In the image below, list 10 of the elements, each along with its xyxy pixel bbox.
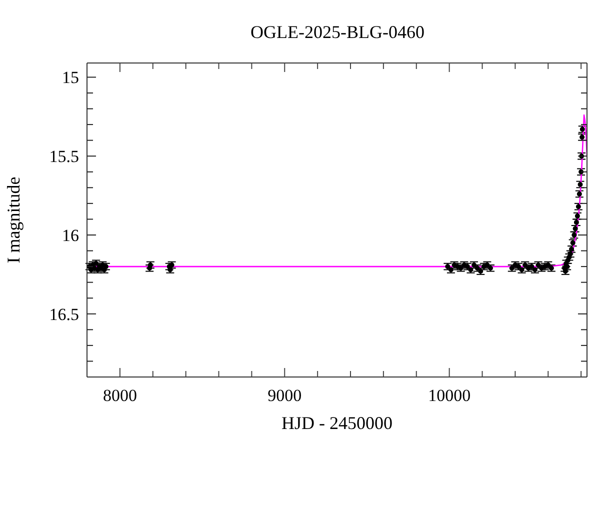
x-tick-label: 8000 xyxy=(102,386,137,405)
y-tick-label: 16.5 xyxy=(49,304,79,324)
y-tick-label: 15.5 xyxy=(49,147,79,166)
chart-title: OGLE-2025-BLG-0460 xyxy=(250,22,426,43)
y-tick-label: 16 xyxy=(62,226,79,245)
y-tick-label: 15 xyxy=(62,68,79,88)
x-tick-label: 9000 xyxy=(268,386,302,405)
x-axis-title: HJD - 2450000 xyxy=(282,413,392,433)
y-axis-title: I magnitude xyxy=(3,176,24,264)
x-tick-label: 10000 xyxy=(428,386,471,405)
